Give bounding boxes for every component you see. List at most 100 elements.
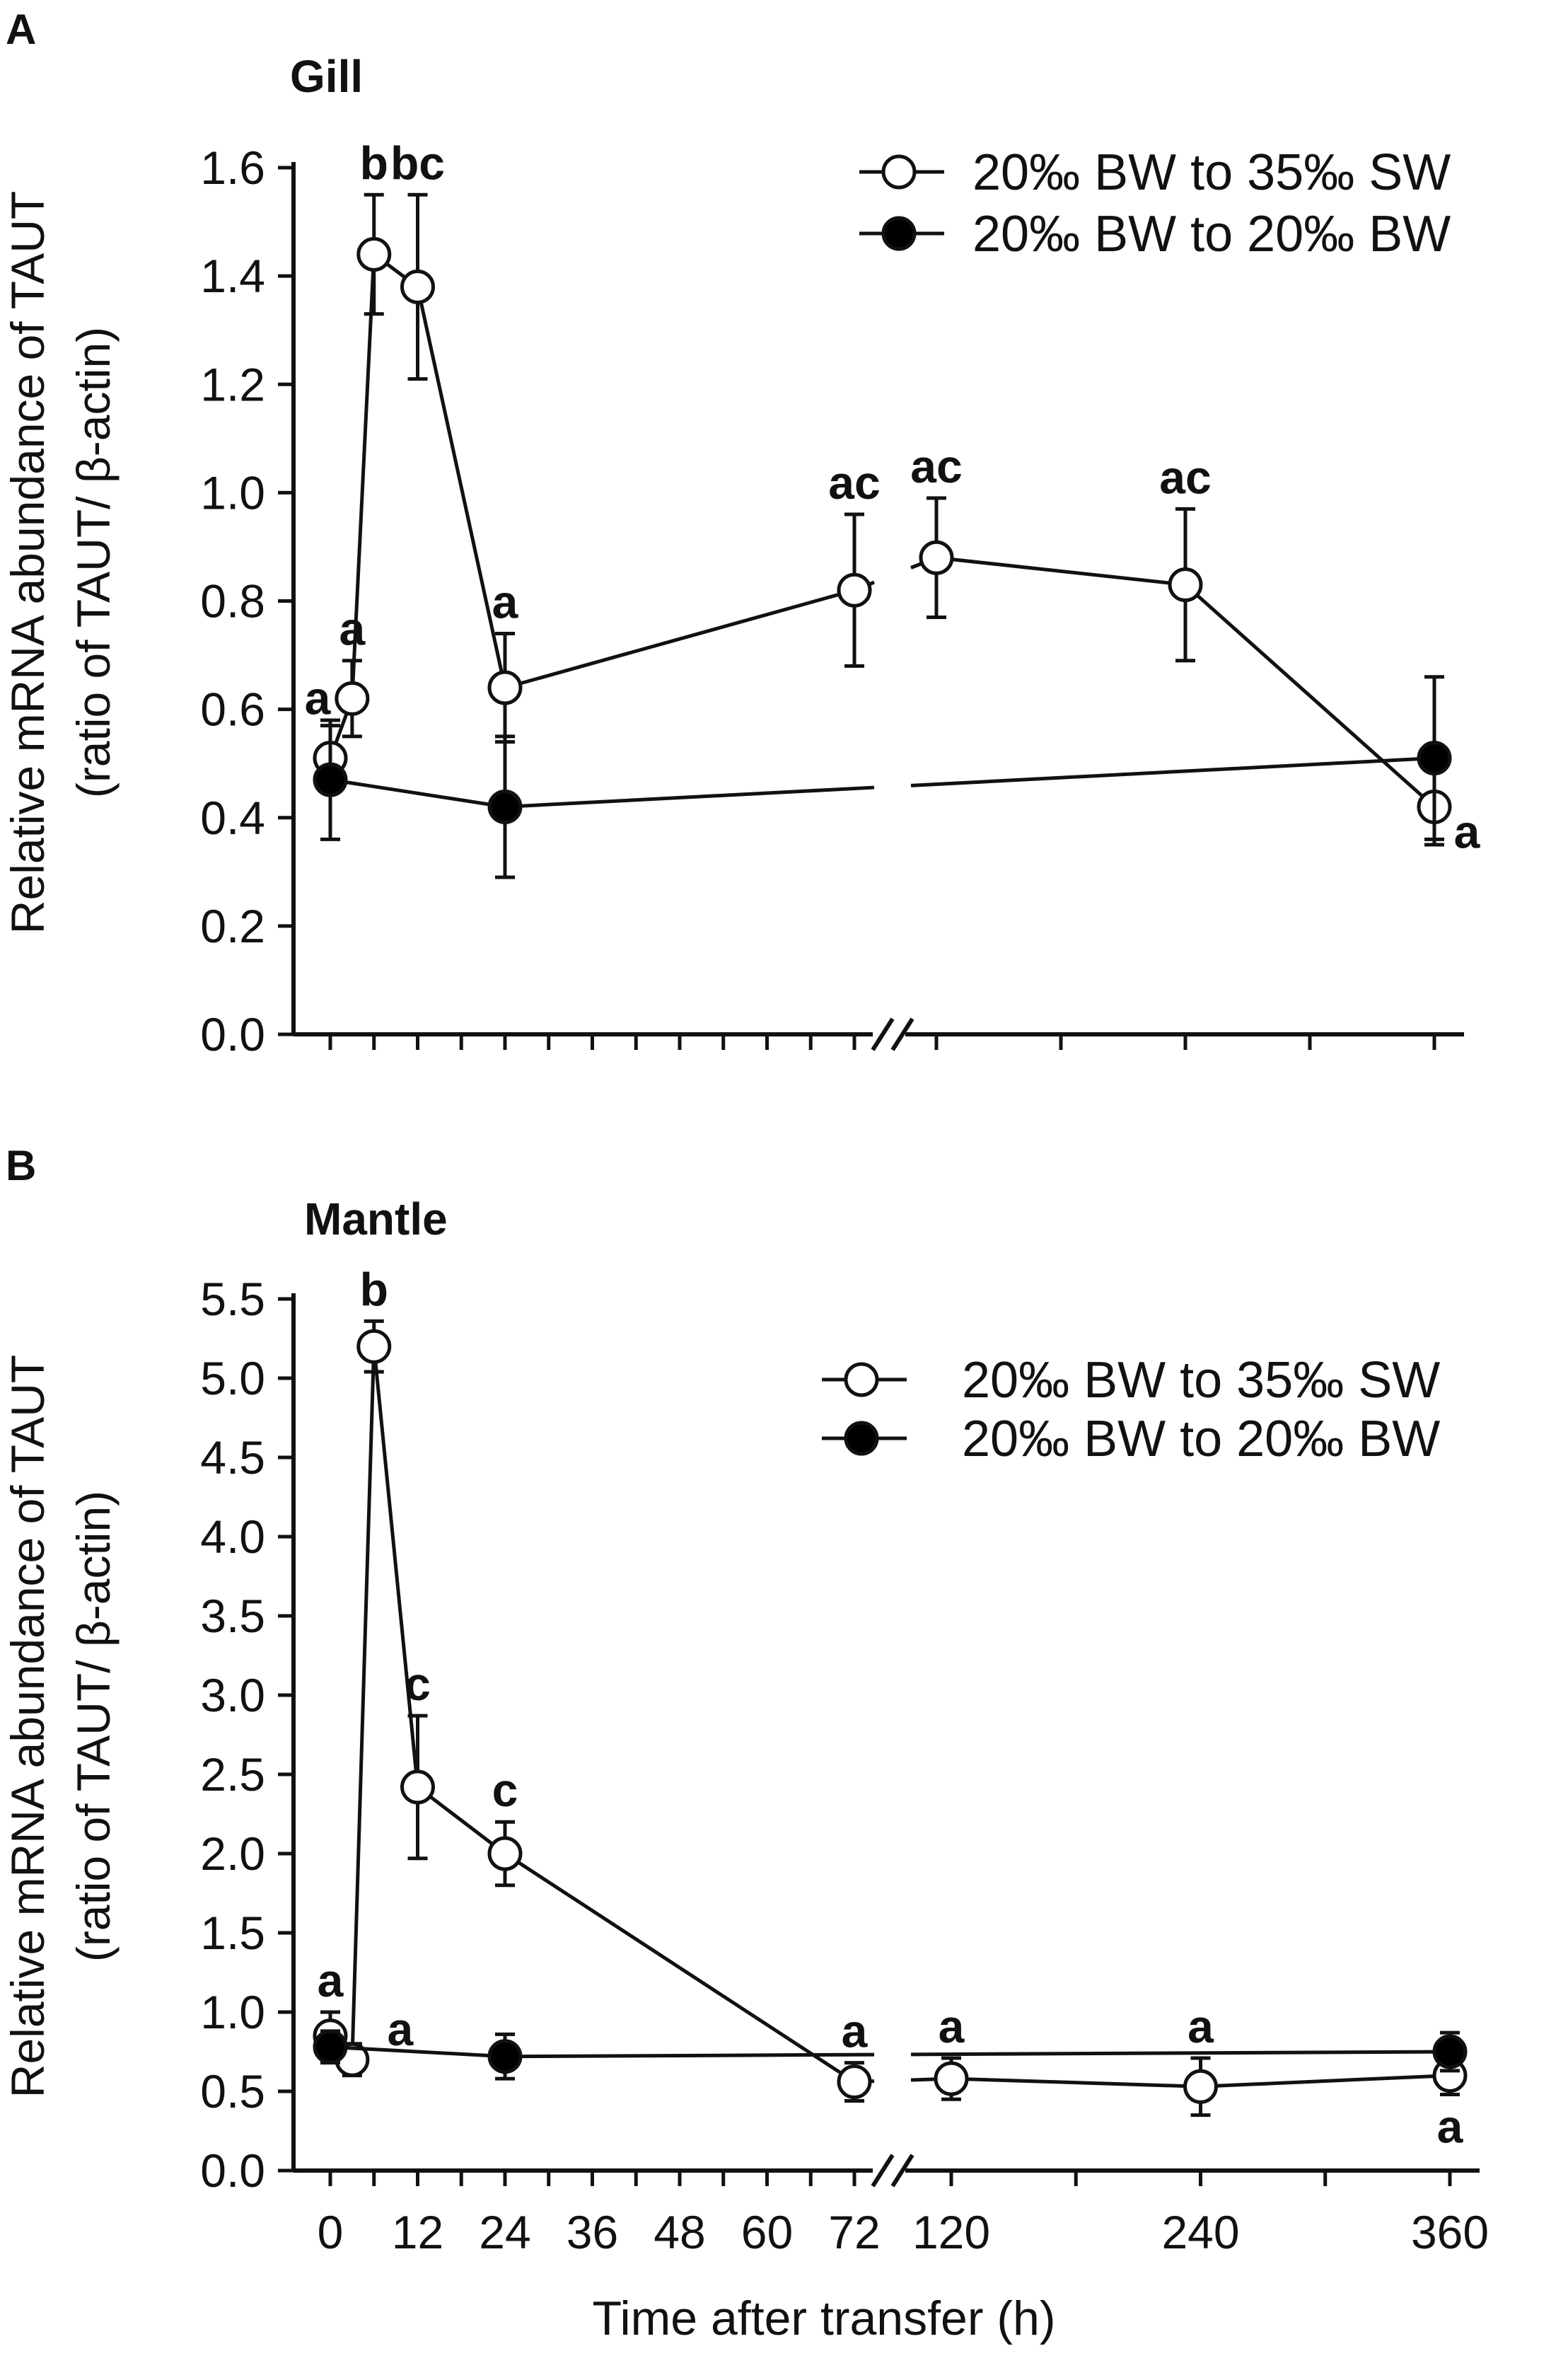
panel-b-mantle-chart: B Mantle 0.0 0.5 1.0 1.5 2.0 2.5 3.0 3.5 4.0 4.5 5.0… [1,1142,1489,2345]
series-line-segment [910,756,1435,787]
legend-marker-open [844,1362,879,1397]
legend-marker-filled [881,216,917,251]
significance-letter: a [492,575,519,628]
data-point-open [487,670,523,705]
x-tick-label: 120 [912,2206,990,2258]
data-point-open [356,237,392,272]
series-line-segment [350,254,376,699]
y-tick-label: 0.4 [200,792,265,844]
axis-break-mark [871,1017,895,1051]
x-tick-label: 240 [1161,2206,1239,2258]
panel-label: A [6,6,36,53]
legend-marker-filled [844,1421,879,1456]
series-line-segment [1200,2074,1451,2088]
data-point-filled [313,2029,348,2064]
axis-break-mark [890,1017,914,1051]
y-tick-label: 1.0 [200,466,265,519]
significance-letter: c [405,1658,431,1710]
axis-break-mark [890,2154,914,2188]
series-control [313,675,1452,879]
legend-label: 20‰ BW to 20‰ BW [972,206,1451,262]
significance-letter: bc [390,137,445,189]
x-axis-label: Time after transfer (h) [593,2292,1056,2345]
significance-letter: a [339,603,366,655]
axis-break-mark [871,2154,895,2188]
y-tick-label: 3.0 [200,1669,265,1721]
data-point-open [356,1329,392,1364]
series-line-segment [330,2045,506,2059]
series-line-segment [504,785,875,809]
data-point-open [487,1836,523,1871]
panel-title: Gill [290,51,363,102]
y-tick-label: 0.0 [200,1008,265,1061]
y-axis-label-line1: Relative mRNA abundance of TAUT [1,1355,54,2098]
data-point-open [837,2064,872,2100]
y-axis-label-line1: Relative mRNA abundance of TAUT [1,191,54,934]
legend-marker-open [881,154,917,190]
panel-title: Mantle [304,1194,448,1244]
data-point-filled [1432,2034,1468,2069]
significance-letter: ac [1159,451,1211,503]
panel-a-gill-chart: A Gill 0.0 0.2 0.4 0.6 0.8 1.0 1.2 1.4 1.6 Relative… [1,6,1481,1061]
data-point-filled [487,789,523,824]
y-tick-label: 1.5 [200,1907,265,1959]
significance-letter: a [388,2003,414,2055]
panel-label: B [6,1142,36,1189]
y-tick-label: 0.6 [200,683,265,736]
x-tick-label: 360 [1411,2206,1489,2258]
y-tick-label: 0.5 [200,2065,265,2118]
series-line-segment [350,1346,376,2060]
y-tick-label: 1.6 [200,141,265,194]
data-point-open [919,540,954,575]
series-line-segment [504,2052,875,2059]
y-tick-label: 2.0 [200,1827,265,1880]
significance-letter: a [842,2005,869,2057]
y-tick-label: 1.0 [200,1986,265,2038]
series-line-segment [910,2050,1451,2057]
y-axis-label-line2: (ratio of TAUT/ β-actin) [67,327,120,798]
series-line-segment [416,1785,506,1855]
y-tick-label: 0.0 [200,2144,265,2197]
y-tick-label: 2.5 [200,1748,265,1801]
x-tick-label: 60 [741,2206,793,2258]
series-line-segment [504,588,855,690]
series-line-segment [504,1851,856,2084]
significance-letter: b [360,137,388,189]
data-point-filled [1417,741,1452,776]
significance-letter: a [1454,805,1481,857]
x-tick-label: 24 [479,2206,530,2258]
data-point-open [400,269,435,304]
data-point-open [1168,567,1203,603]
significance-letter: ac [828,456,880,509]
significance-letter: a [1437,2100,1464,2152]
data-point-open [400,1769,435,1805]
y-tick-label: 0.8 [200,575,265,628]
significance-letter: a [939,2000,965,2052]
series-line-segment [372,1346,419,1788]
x-tick-label: 72 [828,2206,880,2258]
x-tick-label: 12 [392,2206,443,2258]
series-line-segment [330,778,506,809]
series-control [313,2029,1468,2081]
y-tick-label: 4.0 [200,1510,265,1563]
legend-label: 20‰ BW to 20‰ BW [962,1411,1440,1467]
x-tick-label: 36 [567,2206,618,2258]
significance-letter: a [305,672,332,724]
y-tick-label: 5.0 [200,1352,265,1404]
y-tick-label: 0.2 [200,900,265,952]
series-line-segment [936,555,1186,587]
data-point-filled [313,762,348,797]
series-line-segment [416,286,507,688]
data-point-open [837,572,872,608]
y-axis-label-line2: (ratio of TAUT/ β-actin) [67,1491,120,1962]
significance-letter: c [492,1764,518,1816]
data-point-filled [487,2039,523,2074]
y-tick-label: 5.5 [200,1273,265,1325]
x-tick-label: 48 [654,2206,705,2258]
data-point-open [1183,2069,1218,2104]
y-tick-label: 3.5 [200,1590,265,1642]
series-line-segment [1184,583,1436,809]
